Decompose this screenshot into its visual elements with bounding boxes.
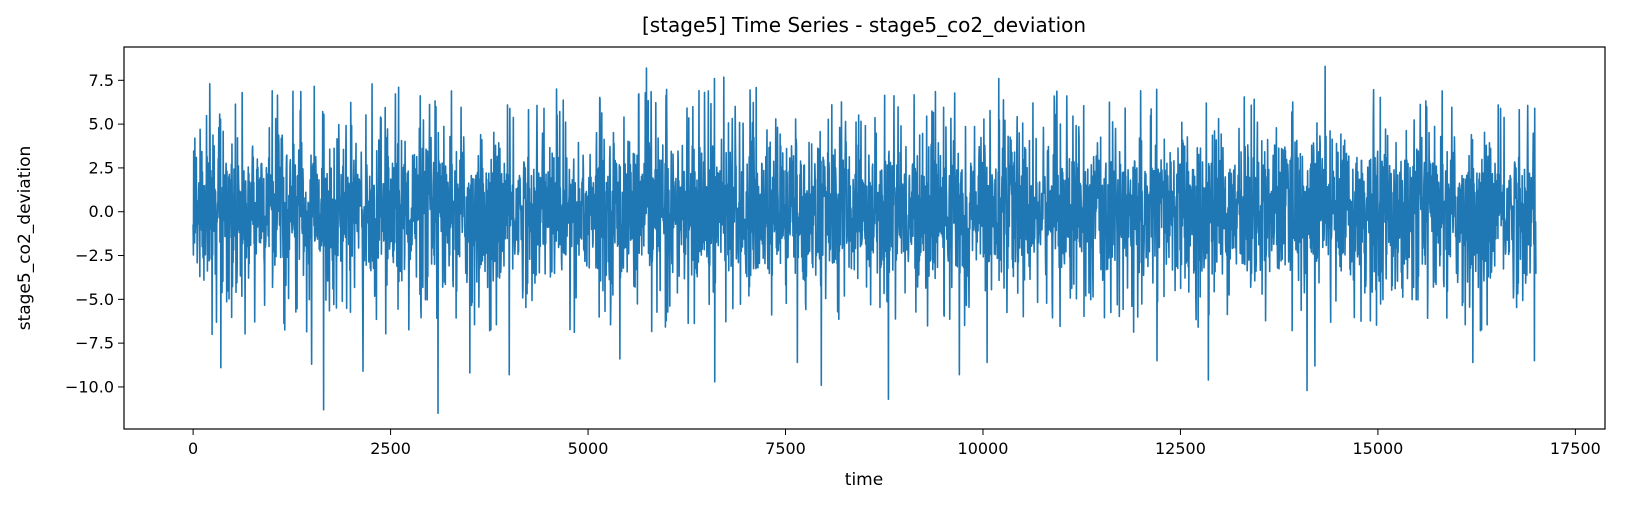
series-layer: [192, 65, 1537, 415]
y-tick-label: 5.0: [89, 115, 114, 134]
x-tick-label: 15000: [1352, 439, 1403, 458]
y-tick-label: −7.5: [75, 334, 114, 353]
x-tick-label: 5000: [568, 439, 609, 458]
y-axis-label: stage5_co2_deviation: [15, 146, 35, 331]
y-tick-label: 0.0: [89, 202, 114, 221]
series-line: [192, 65, 1537, 415]
axes-border: [123, 46, 1606, 430]
y-tick-label: 2.5: [89, 158, 114, 177]
x-tick-label: 10000: [958, 439, 1009, 458]
x-tick-label: 2500: [370, 439, 411, 458]
x-tick-label: 17500: [1550, 439, 1601, 458]
y-tick-label: −2.5: [75, 246, 114, 265]
y-tick-label: −10.0: [65, 377, 114, 396]
x-axis-ticks: 0 2500 5000 7500 10000 12500 15000 17500: [188, 429, 1601, 458]
x-axis-label: time: [845, 470, 883, 490]
x-tick-label: 0: [188, 439, 198, 458]
x-tick-label: 12500: [1155, 439, 1206, 458]
plot-area: [123, 46, 1606, 430]
chart-title: [stage5] Time Series - stage5_co2_deviat…: [642, 13, 1086, 37]
y-tick-label: 7.5: [89, 71, 114, 90]
x-tick-label: 7500: [765, 439, 806, 458]
y-axis-ticks: 7.5 5.0 2.5 0.0 −2.5 −5.0 −7.5 −10.0: [65, 71, 124, 396]
y-tick-label: −5.0: [75, 290, 114, 309]
